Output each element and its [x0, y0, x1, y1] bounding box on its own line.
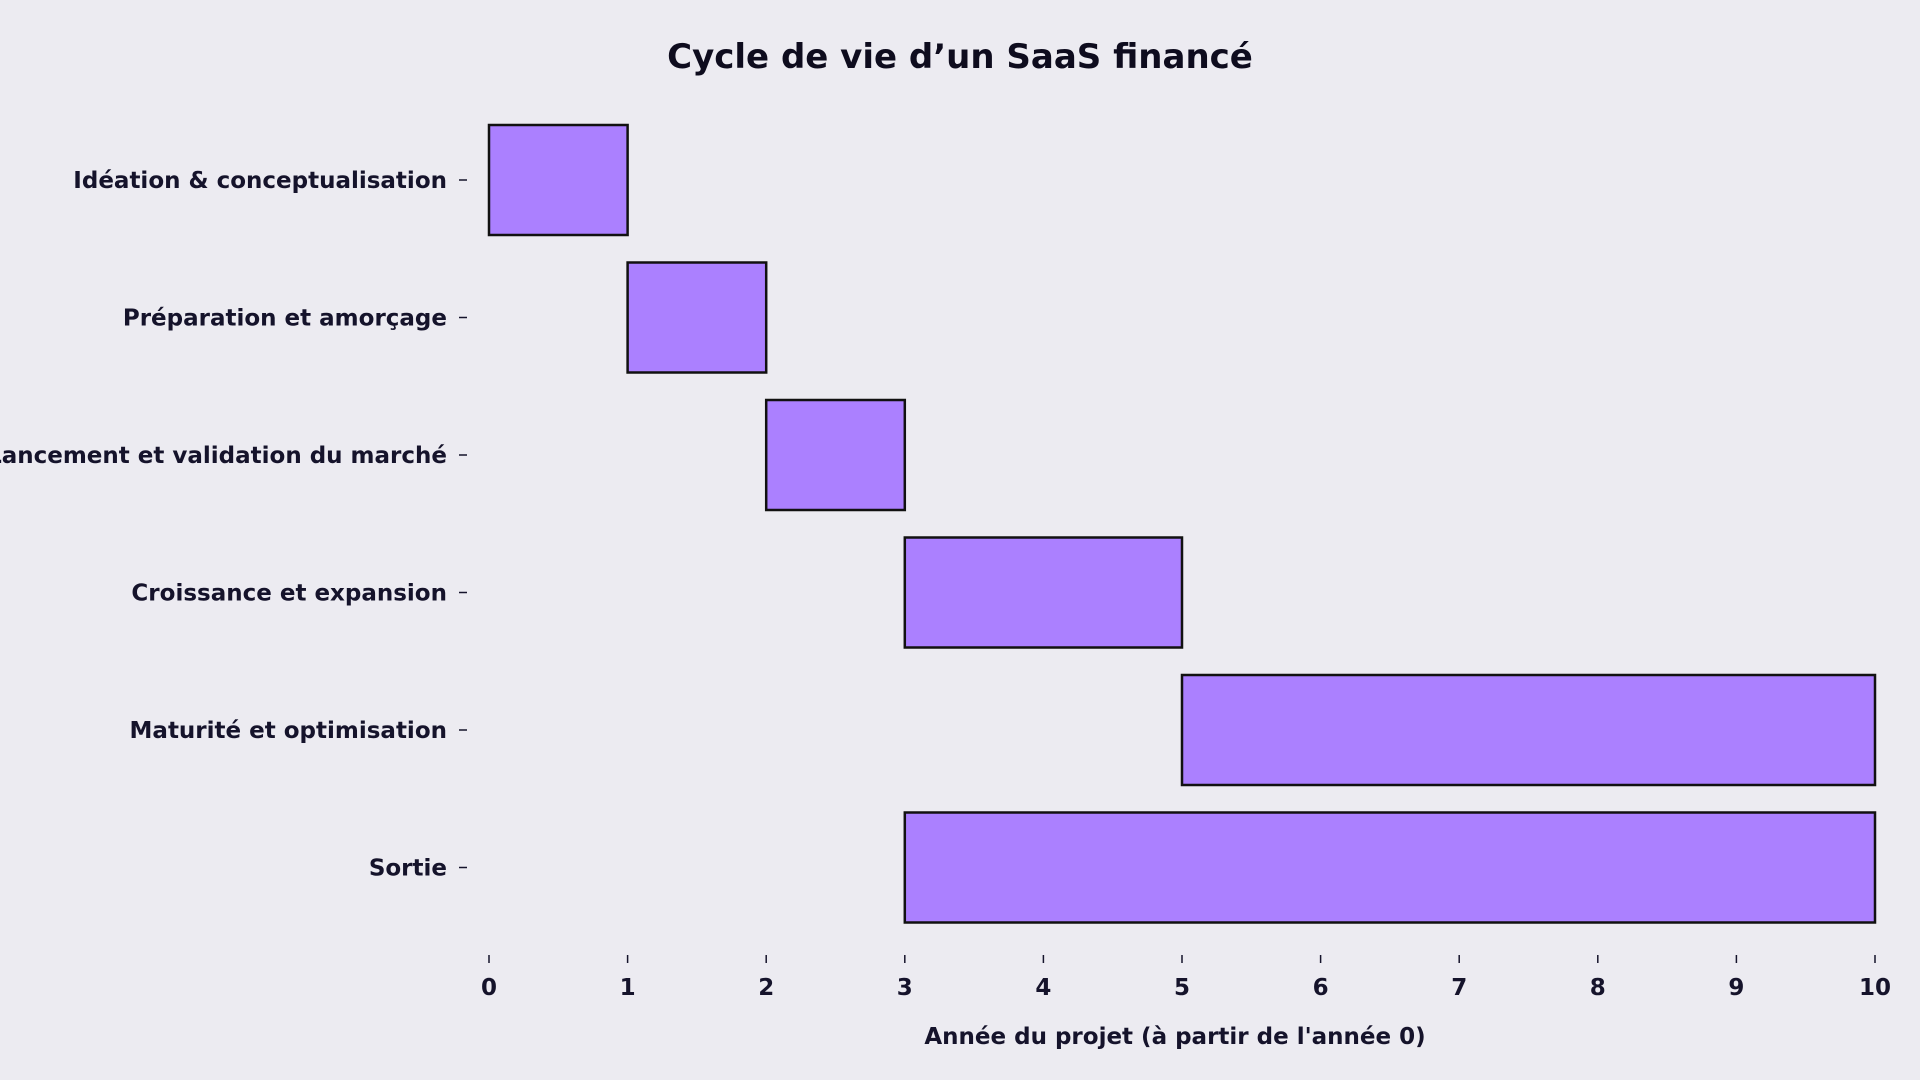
bar-1	[626, 261, 768, 374]
x-tick-label-2: 2	[758, 975, 774, 1001]
bar-2	[764, 398, 907, 512]
bar-4	[1180, 673, 1877, 787]
x-tick-label-0: 0	[481, 975, 497, 1001]
category-label-4: Maturité et optimisation	[130, 718, 447, 744]
category-label-0: Idéation & conceptualisation	[73, 168, 447, 194]
x-tick-label-5: 5	[1174, 975, 1190, 1001]
x-tick-label-6: 6	[1313, 975, 1329, 1001]
x-axis-label: Année du projet (à partir de l'année 0)	[924, 1024, 1425, 1050]
bar-5	[903, 811, 1877, 924]
x-tick-label-4: 4	[1035, 975, 1051, 1001]
category-label-5: Sortie	[369, 856, 447, 882]
bar-0	[487, 123, 629, 237]
category-label-1: Préparation et amorçage	[123, 306, 447, 332]
category-label-2: Lancement et validation du marché	[0, 443, 447, 469]
bar-3	[903, 536, 1184, 649]
category-axis: Idéation & conceptualisation Préparation …	[0, 168, 467, 882]
x-tick-label-10: 10	[1859, 975, 1891, 1001]
x-tick-label-1: 1	[620, 975, 636, 1001]
bars-layer	[487, 123, 1877, 924]
chart-title: Cycle de vie d’un SaaS financé	[667, 37, 1253, 77]
x-tick-label-9: 9	[1728, 975, 1744, 1001]
x-axis: 0 1 2 3 4 5 6 7 8 9 10	[481, 955, 1891, 1001]
x-tick-label-3: 3	[897, 975, 913, 1001]
x-tick-label-8: 8	[1590, 975, 1606, 1001]
x-tick-label-7: 7	[1451, 975, 1467, 1001]
category-label-3: Croissance et expansion	[131, 581, 447, 607]
